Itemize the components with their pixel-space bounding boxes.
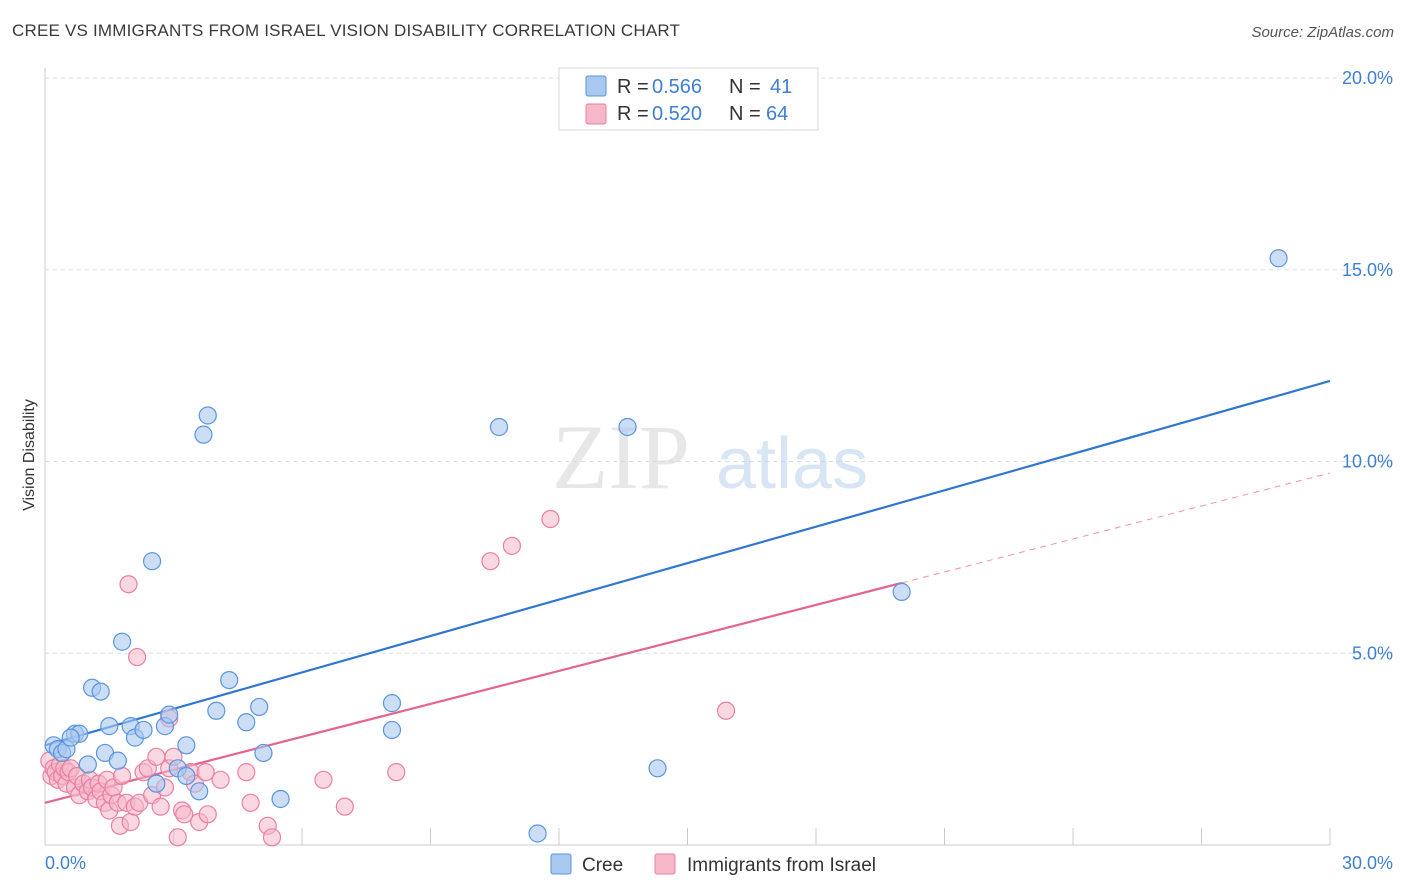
data-point-israel-57 — [335, 797, 354, 816]
y-tick-label-3: 20.0% — [1342, 68, 1393, 88]
data-point-israel-53 — [241, 793, 260, 812]
data-point-israel-33 — [127, 647, 147, 667]
x-tick-labels: 0.0% 30.0% — [45, 853, 1393, 873]
data-point-cree-38 — [892, 582, 911, 601]
legend-r-label-israel: R = — [617, 103, 649, 125]
data-point-israel-62 — [716, 701, 736, 720]
data-point-cree-10 — [100, 717, 119, 736]
data-point-cree-19 — [160, 705, 179, 724]
gridlines — [45, 77, 1395, 654]
series-legend: Cree Immigrants from Israel — [550, 853, 876, 876]
data-point-israel-43 — [168, 828, 187, 847]
data-point-cree-25 — [198, 406, 217, 425]
data-point-cree-30 — [254, 743, 273, 763]
data-point-israel-31 — [121, 812, 140, 832]
data-point-cree-32 — [382, 694, 402, 713]
data-point-cree-29 — [250, 697, 269, 717]
trend-line-cree — [44, 379, 1331, 747]
watermark: ZIP atlas — [552, 406, 868, 508]
data-point-cree-16 — [142, 552, 162, 571]
data-point-israel-39 — [151, 797, 170, 816]
x-tick-label-max: 30.0% — [1342, 853, 1393, 873]
data-point-cree-40 — [61, 728, 80, 747]
stats-legend: R = 0.566 N = 41 R = 0.520 N = 64 — [558, 67, 819, 131]
data-point-israel-50 — [198, 805, 217, 824]
series-cree — [44, 249, 1288, 843]
legend-n-label-israel: N = — [729, 103, 761, 125]
data-point-cree-15 — [134, 720, 153, 740]
data-point-cree-39 — [1269, 249, 1288, 268]
legend-swatch-israel — [585, 103, 607, 125]
y-axis-title: Vision Disability — [21, 399, 38, 511]
data-point-cree-12 — [112, 632, 132, 651]
data-point-israel-55 — [262, 828, 282, 847]
y-tick-label-2: 15.0% — [1342, 260, 1393, 280]
chart-title: CREE VS IMMIGRANTS FROM ISRAEL VISION DI… — [12, 21, 681, 40]
data-point-cree-8 — [91, 682, 110, 701]
data-point-cree-36 — [618, 417, 637, 437]
data-point-israel-59 — [481, 552, 500, 571]
data-point-israel-56 — [314, 770, 333, 789]
data-point-cree-22 — [177, 766, 196, 786]
data-point-cree-27 — [220, 670, 239, 690]
legend-r-label-cree: R = — [617, 76, 649, 98]
legend-n-value-israel: 64 — [766, 103, 788, 125]
bottom-legend-swatch-israel — [654, 853, 676, 875]
data-point-cree-37 — [648, 759, 667, 778]
y-tick-label-0: 5.0% — [1352, 643, 1393, 663]
source-credit: Source: ZipAtlas.com — [1251, 24, 1394, 41]
data-point-israel-51 — [211, 770, 230, 789]
data-point-israel-60 — [502, 536, 521, 555]
data-point-israel-61 — [541, 509, 560, 529]
data-point-israel-28 — [112, 766, 132, 786]
bottom-legend-label-israel: Immigrants from Israel — [687, 855, 876, 876]
data-point-israel-45 — [175, 805, 194, 824]
bottom-legend-swatch-cree — [550, 853, 572, 875]
watermark-atlas: atlas — [716, 424, 868, 504]
data-point-israel-58 — [387, 763, 406, 782]
data-point-cree-17 — [147, 774, 166, 793]
y-tick-label-1: 10.0% — [1342, 452, 1393, 472]
data-point-israel-49 — [196, 763, 215, 782]
y-tick-labels: 5.0% 10.0% 15.0% 20.0% — [1342, 68, 1393, 663]
data-point-cree-35 — [528, 824, 547, 843]
data-point-cree-31 — [271, 789, 290, 809]
axes — [44, 68, 1331, 846]
data-point-cree-26 — [207, 701, 226, 720]
legend-n-label-cree: N = — [729, 76, 761, 98]
trend-line-israel-extrapolated — [901, 472, 1331, 584]
data-point-cree-28 — [237, 713, 256, 732]
data-point-israel-52 — [237, 763, 256, 782]
legend-swatch-cree — [585, 75, 607, 97]
data-point-cree-34 — [489, 417, 509, 437]
legend-n-value-cree: 41 — [770, 76, 792, 98]
bottom-legend-label-cree: Cree — [582, 855, 623, 876]
legend-r-value-cree: 0.566 — [652, 76, 702, 98]
legend-r-value-israel: 0.520 — [652, 103, 702, 125]
data-point-cree-24 — [194, 425, 213, 444]
series-immigrants-from-israel — [40, 509, 736, 847]
data-point-israel-30 — [119, 575, 138, 594]
x-tick-label-min: 0.0% — [45, 853, 86, 873]
data-point-cree-11 — [108, 751, 127, 770]
data-point-cree-33 — [382, 720, 402, 740]
data-point-cree-23 — [190, 782, 209, 801]
data-point-cree-21 — [177, 736, 196, 755]
data-point-cree-6 — [78, 755, 97, 774]
